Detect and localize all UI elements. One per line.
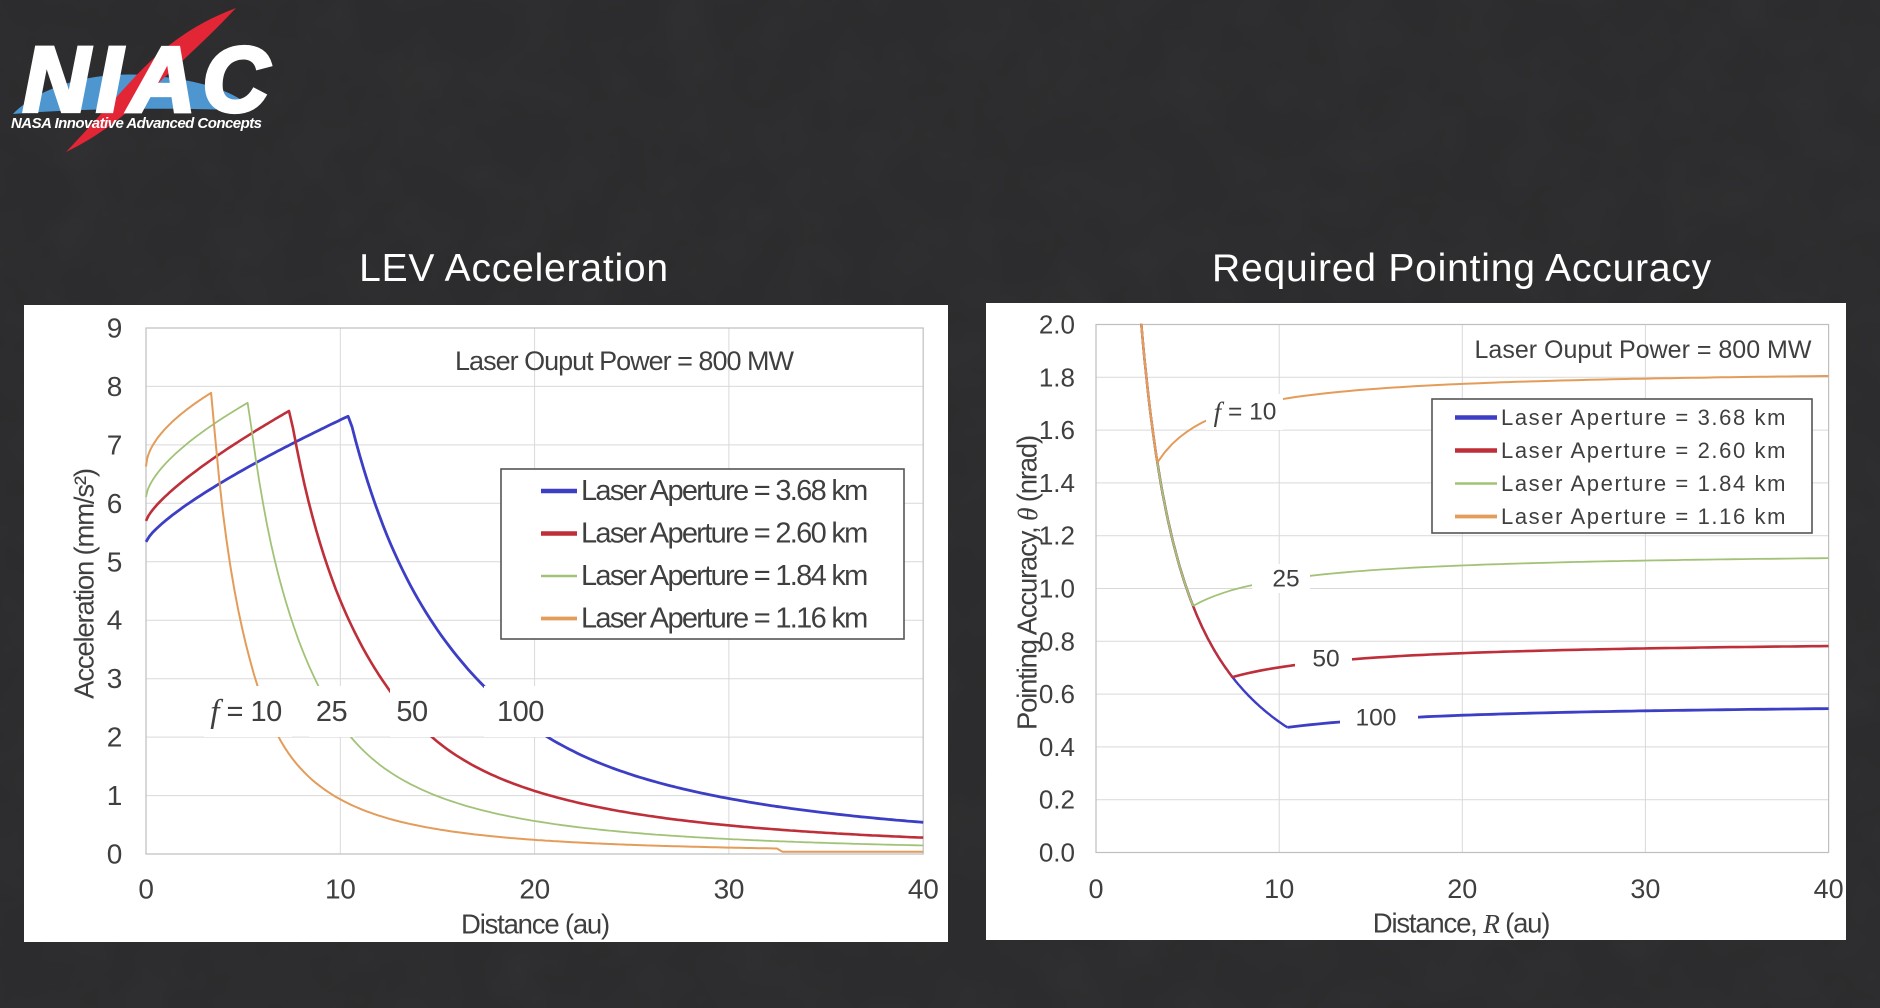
svg-text:Laser Aperture = 2.60 km: Laser Aperture = 2.60 km (1501, 438, 1787, 463)
svg-text:0.4: 0.4 (1039, 732, 1075, 762)
svg-text:Distance, R (au): Distance, R (au) (1373, 908, 1549, 939)
svg-text:2.0: 2.0 (1039, 310, 1075, 340)
svg-text:1.6: 1.6 (1039, 415, 1075, 445)
svg-text:0: 0 (1088, 874, 1103, 904)
svg-text:100: 100 (1356, 705, 1397, 732)
svg-text:Laser Aperture = 1.16 km: Laser Aperture = 1.16 km (581, 603, 867, 635)
svg-text:0.6: 0.6 (1039, 679, 1075, 709)
svg-text:Distance (au): Distance (au) (461, 909, 609, 940)
svg-text:6: 6 (107, 488, 122, 519)
svg-text:50: 50 (1312, 646, 1339, 673)
svg-text:1.8: 1.8 (1039, 362, 1075, 392)
svg-text:Laser Aperture = 3.68 km: Laser Aperture = 3.68 km (581, 475, 867, 507)
svg-text:Laser Aperture = 1.84 km: Laser Aperture = 1.84 km (1501, 471, 1787, 496)
svg-text:40: 40 (1814, 874, 1844, 904)
svg-text:30: 30 (1630, 874, 1660, 904)
svg-text:10: 10 (325, 874, 356, 905)
svg-text:NIAC: NIAC (23, 29, 271, 131)
svg-text:f = 10: f = 10 (1214, 397, 1277, 427)
svg-text:25: 25 (316, 696, 347, 728)
svg-text:0: 0 (107, 839, 122, 870)
svg-text:4: 4 (107, 605, 122, 636)
svg-text:0.2: 0.2 (1039, 785, 1075, 815)
svg-text:30: 30 (714, 874, 745, 905)
svg-text:40: 40 (908, 874, 939, 905)
svg-text:Laser Aperture = 1.84 km: Laser Aperture = 1.84 km (581, 560, 867, 592)
svg-text:Laser Ouput Power = 800 MW: Laser Ouput Power = 800 MW (1475, 336, 1812, 364)
svg-text:Acceleration (mm/s²): Acceleration (mm/s²) (69, 469, 100, 699)
svg-text:5: 5 (107, 546, 122, 577)
svg-text:1.2: 1.2 (1039, 521, 1075, 551)
svg-text:3: 3 (107, 663, 122, 694)
svg-text:0.0: 0.0 (1039, 838, 1075, 868)
svg-text:0.8: 0.8 (1039, 626, 1075, 656)
svg-text:Laser Aperture = 1.16 km: Laser Aperture = 1.16 km (1501, 504, 1787, 529)
svg-text:7: 7 (107, 429, 122, 460)
svg-text:50: 50 (396, 696, 427, 728)
svg-text:Laser Ouput Power = 800 MW: Laser Ouput Power = 800 MW (455, 346, 794, 376)
svg-text:20: 20 (1447, 874, 1477, 904)
svg-text:9: 9 (107, 313, 122, 344)
svg-text:1.0: 1.0 (1039, 574, 1075, 604)
svg-text:20: 20 (519, 874, 550, 905)
svg-text:f = 10: f = 10 (210, 694, 281, 730)
svg-text:Laser Aperture = 3.68 km: Laser Aperture = 3.68 km (1501, 405, 1787, 430)
svg-text:Pointing Accuracy, θ (nrad): Pointing Accuracy, θ (nrad) (1012, 436, 1043, 730)
svg-text:25: 25 (1272, 566, 1299, 593)
svg-text:10: 10 (1264, 874, 1294, 904)
svg-text:2: 2 (107, 722, 122, 753)
svg-text:0: 0 (138, 874, 153, 905)
svg-text:100: 100 (497, 696, 544, 728)
svg-text:NASA Innovative Advanced Conce: NASA Innovative Advanced Concepts (11, 115, 262, 132)
svg-text:8: 8 (107, 371, 122, 402)
svg-text:1.4: 1.4 (1039, 468, 1075, 498)
svg-text:Laser Aperture = 2.60 km: Laser Aperture = 2.60 km (581, 518, 867, 550)
svg-text:1: 1 (107, 780, 122, 811)
